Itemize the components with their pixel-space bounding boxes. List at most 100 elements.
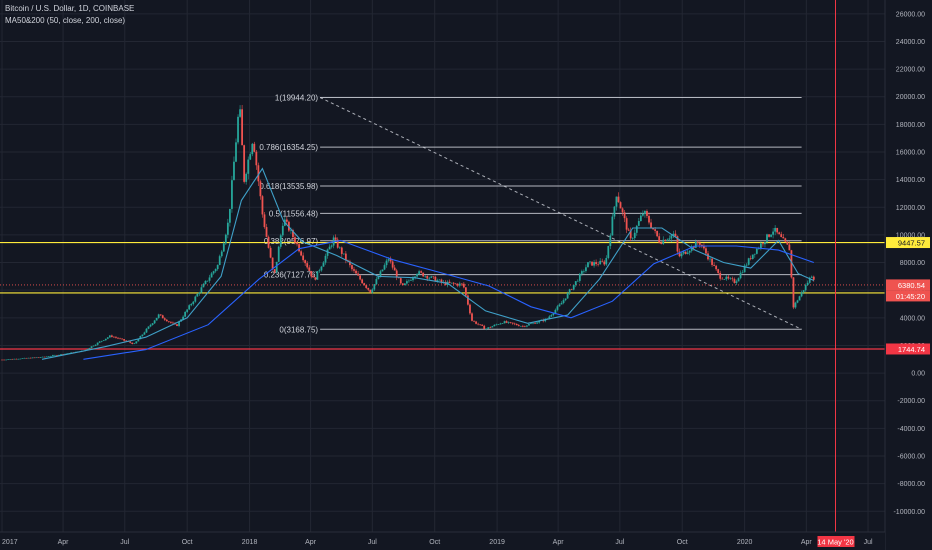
fibonacci-retracement[interactable]: 1(19944.20) 0.786(16354.25) 0.618(13535.98… bbox=[259, 93, 802, 334]
time-tick-label: Oct bbox=[677, 539, 688, 546]
candle-body bbox=[397, 277, 400, 279]
candle-body bbox=[615, 196, 618, 207]
candle-body bbox=[489, 327, 492, 328]
price-tick-label: 18000.00 bbox=[896, 122, 925, 129]
candle-body bbox=[17, 358, 20, 360]
time-tick-label: Apr bbox=[801, 539, 813, 546]
candle-body bbox=[613, 206, 616, 217]
price-axis[interactable]: 26000.00 24000.00 22000.00 20000.00 18000.00… bbox=[884, 0, 932, 550]
candle-body bbox=[115, 336, 117, 338]
candle-body bbox=[458, 283, 461, 286]
candle-body bbox=[344, 253, 347, 261]
candle-body bbox=[403, 283, 406, 286]
candle-body bbox=[735, 281, 738, 283]
candle-body bbox=[326, 249, 329, 256]
candle-body bbox=[479, 324, 482, 325]
candle-body bbox=[167, 321, 170, 322]
fib-level-label: 0.5(11556.48) bbox=[269, 209, 319, 218]
candle-body bbox=[766, 234, 768, 243]
candle-body bbox=[292, 230, 294, 238]
candle-body bbox=[481, 324, 484, 326]
candle-body bbox=[450, 282, 453, 284]
candle-body bbox=[741, 272, 744, 273]
candle-body bbox=[698, 242, 701, 245]
candle-body bbox=[721, 278, 724, 280]
candle-body bbox=[800, 292, 803, 297]
candle-body bbox=[595, 262, 598, 265]
candle-body bbox=[719, 272, 722, 279]
candle-body bbox=[98, 341, 101, 343]
candle-body bbox=[493, 324, 496, 327]
candle-body bbox=[656, 230, 659, 237]
candle-body bbox=[601, 260, 604, 262]
candle-body bbox=[143, 332, 146, 335]
candle-body bbox=[241, 109, 244, 146]
candle-body bbox=[605, 257, 608, 265]
time-tick-label: Jul bbox=[368, 539, 377, 546]
candle-body bbox=[424, 275, 427, 277]
candle-body bbox=[165, 319, 168, 322]
time-tick-label: 2017 bbox=[2, 539, 18, 546]
candle-body bbox=[316, 271, 319, 280]
candle-body bbox=[300, 251, 303, 256]
candle-body bbox=[389, 259, 392, 262]
candle-body bbox=[153, 320, 156, 324]
candle-body bbox=[507, 322, 510, 323]
price-tick-label: -8000.00 bbox=[897, 481, 925, 488]
candle-body bbox=[123, 339, 126, 341]
candle-body bbox=[45, 356, 48, 358]
candle-body bbox=[255, 151, 258, 166]
candle-body bbox=[755, 248, 758, 254]
candle-body bbox=[184, 311, 187, 317]
candle-body bbox=[749, 258, 752, 259]
candle-body bbox=[737, 278, 740, 282]
fib-level-label: 1(19944.20) bbox=[275, 93, 318, 102]
candle-body bbox=[9, 359, 12, 360]
candle-body bbox=[204, 280, 207, 284]
candle-body bbox=[322, 262, 325, 267]
candle-body bbox=[440, 279, 443, 283]
price-axis-background bbox=[885, 0, 932, 550]
candle-body bbox=[770, 234, 772, 237]
candle-body bbox=[511, 322, 514, 324]
candle-body bbox=[694, 241, 697, 248]
time-axis[interactable]: 2017 Apr Jul Oct 2018 Apr Jul Oct 2019 Apr Jul Oct 2… bbox=[0, 531, 885, 550]
price-tick-label: -4000.00 bbox=[897, 426, 925, 433]
time-tick-label: Jul bbox=[615, 539, 624, 546]
candle-body bbox=[163, 318, 166, 320]
candle-body bbox=[218, 256, 221, 265]
candle-body bbox=[491, 326, 494, 328]
countdown-tag-bg bbox=[886, 290, 930, 302]
candle-body bbox=[428, 277, 431, 279]
candle-body bbox=[135, 341, 138, 344]
candle-body bbox=[176, 324, 178, 326]
candle-body bbox=[550, 315, 553, 317]
candle-body bbox=[96, 342, 99, 345]
candle-body bbox=[574, 281, 577, 285]
horizontal-lines[interactable] bbox=[0, 241, 885, 350]
candle-body bbox=[371, 289, 374, 293]
candle-body bbox=[5, 359, 8, 361]
candle-body bbox=[15, 358, 18, 360]
candle-body bbox=[131, 342, 134, 344]
candle-body bbox=[711, 258, 713, 265]
candle-body bbox=[452, 282, 455, 284]
candle-body bbox=[753, 253, 756, 255]
candle-body bbox=[464, 287, 467, 296]
candle-body bbox=[515, 323, 518, 326]
candle-body bbox=[662, 239, 665, 244]
candle-body bbox=[578, 273, 581, 281]
candle-body bbox=[568, 289, 571, 294]
candle-body bbox=[786, 241, 789, 245]
candle-body bbox=[88, 347, 91, 349]
candle-body bbox=[70, 352, 73, 354]
candle-body bbox=[267, 236, 270, 248]
candle-body bbox=[454, 283, 457, 285]
candle-body bbox=[784, 238, 787, 242]
candle-body bbox=[621, 208, 624, 213]
candle-body bbox=[35, 357, 38, 359]
price-tick-label: 14000.00 bbox=[896, 177, 925, 184]
candle-body bbox=[86, 348, 89, 350]
candle-body bbox=[328, 246, 331, 250]
